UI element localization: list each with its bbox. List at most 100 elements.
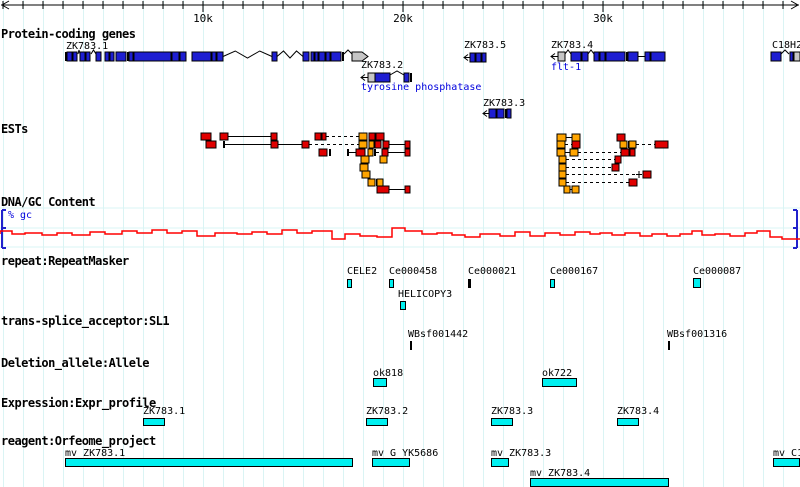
gene-exon[interactable] <box>314 51 319 62</box>
gene-exon[interactable] <box>770 51 782 62</box>
orfeome-label-mv_ZK783.4[interactable]: mv_ZK783.4 <box>530 468 591 479</box>
est-alignment-box[interactable] <box>619 140 628 149</box>
orfeome-label-mv_ZK783.1[interactable]: mv_ZK783.1 <box>65 448 126 459</box>
gene-exon[interactable] <box>179 51 187 62</box>
est-alignment-box[interactable] <box>558 163 567 172</box>
repeat-label-CELE2[interactable]: CELE2 <box>347 266 378 277</box>
expr-label-ZK783.4[interactable]: ZK783.4 <box>617 406 660 417</box>
est-alignment-box[interactable] <box>404 140 411 149</box>
gene-exon[interactable] <box>115 51 127 62</box>
gene-exon[interactable] <box>211 51 217 62</box>
repeat-feature-box[interactable] <box>693 278 701 288</box>
est-alignment-box[interactable] <box>556 148 566 157</box>
est-alignment-box[interactable] <box>558 170 567 179</box>
sl1-feature-box[interactable] <box>668 341 670 350</box>
est-alignment-box[interactable] <box>358 140 368 149</box>
gene-label-C18H2[interactable]: C18H2 <box>772 40 800 51</box>
gene-exon[interactable] <box>128 51 134 62</box>
expr-feature-box[interactable] <box>491 418 513 426</box>
gene-exon[interactable] <box>475 52 482 63</box>
gene-exon[interactable] <box>85 51 91 62</box>
orfeome-feature-box[interactable] <box>372 458 410 467</box>
est-alignment-box[interactable] <box>654 140 669 149</box>
est-alignment-box[interactable] <box>571 140 581 149</box>
est-alignment-box[interactable] <box>628 178 638 187</box>
est-alignment-box[interactable] <box>628 140 637 149</box>
gene-exon-tick[interactable] <box>127 52 129 61</box>
est-alignment-box[interactable] <box>314 132 322 141</box>
est-alignment-box[interactable] <box>375 132 385 141</box>
gene-exon[interactable] <box>403 72 410 83</box>
est-alignment-box[interactable] <box>404 148 411 157</box>
est-alignment-box[interactable] <box>614 155 622 164</box>
est-alignment-box[interactable] <box>563 185 571 194</box>
gene-label-ZK783.1[interactable]: ZK783.1 <box>66 41 109 52</box>
expr-feature-box[interactable] <box>143 418 165 426</box>
est-alignment-box[interactable] <box>219 132 229 141</box>
gene-exon-tick[interactable] <box>410 73 412 82</box>
gene-exon[interactable] <box>72 51 78 62</box>
est-alignment-box[interactable] <box>270 140 279 149</box>
repeat-label-Ce000458[interactable]: Ce000458 <box>389 266 438 277</box>
est-alignment-box[interactable] <box>368 132 376 141</box>
est-alignment-box[interactable] <box>571 133 581 142</box>
est-alignment-box[interactable] <box>374 140 382 149</box>
gene-exon[interactable] <box>133 51 172 62</box>
allele-label-ok722[interactable]: ok722 <box>542 368 573 379</box>
gene-exon[interactable] <box>488 108 497 119</box>
repeat-label-Ce000167[interactable]: Ce000167 <box>550 266 599 277</box>
gene-exon[interactable] <box>793 51 800 62</box>
gene-exon[interactable] <box>506 108 512 119</box>
gene-exon[interactable] <box>109 51 115 62</box>
est-alignment-box[interactable] <box>376 178 384 187</box>
gene-exon[interactable] <box>104 51 110 62</box>
gene-label-ZK783.2[interactable]: ZK783.2 <box>361 60 404 71</box>
est-alignment-box[interactable] <box>642 170 652 179</box>
gene-exon[interactable] <box>593 51 600 62</box>
est-alignment-box[interactable] <box>558 178 567 187</box>
allele-feature-box[interactable] <box>373 378 387 387</box>
est-alignment-box[interactable] <box>556 140 566 149</box>
est-alignment-box[interactable] <box>382 140 390 149</box>
orfeome-feature-box[interactable] <box>65 458 353 467</box>
repeat-feature-box[interactable] <box>400 301 406 310</box>
orfeome-label-mv_C1[interactable]: mv_C1 <box>773 448 800 459</box>
gene-exon[interactable] <box>557 51 566 62</box>
est-alignment-box[interactable] <box>556 133 567 142</box>
gene-exon[interactable] <box>627 51 639 62</box>
expr-label-ZK783.3[interactable]: ZK783.3 <box>491 406 534 417</box>
est-alignment-box[interactable] <box>569 148 579 157</box>
gene-exon[interactable] <box>330 51 342 62</box>
est-alignment-box[interactable] <box>381 148 389 157</box>
gene-exon[interactable] <box>496 108 505 119</box>
gene-exon[interactable] <box>216 51 224 62</box>
gene-utr-arrow[interactable] <box>351 51 369 62</box>
est-alignment-box[interactable] <box>361 170 371 179</box>
repeat-feature-box[interactable] <box>347 279 352 288</box>
est-alignment-box[interactable] <box>318 148 328 157</box>
est-alignment-box[interactable] <box>301 140 310 149</box>
repeat-feature-box[interactable] <box>468 279 471 288</box>
est-alignment-box[interactable] <box>376 185 390 194</box>
est-alignment-box[interactable] <box>205 140 217 149</box>
gene-exon[interactable] <box>171 51 180 62</box>
repeat-label-Ce000087[interactable]: Ce000087 <box>693 266 742 277</box>
expr-label-ZK783.2[interactable]: ZK783.2 <box>366 406 409 417</box>
expr-feature-box[interactable] <box>366 418 388 426</box>
gene-exon[interactable] <box>599 51 606 62</box>
gene-exon[interactable] <box>605 51 626 62</box>
gene-exon[interactable] <box>650 51 666 62</box>
orfeome-feature-box[interactable] <box>530 478 669 487</box>
est-alignment-box[interactable] <box>571 185 580 194</box>
gene-exon[interactable] <box>79 51 86 62</box>
orfeome-feature-box[interactable] <box>773 458 800 467</box>
est-alignment-box[interactable] <box>620 148 630 157</box>
gene-exon[interactable] <box>318 51 326 62</box>
repeat-feature-box[interactable] <box>550 279 555 288</box>
gene-exon[interactable] <box>469 52 476 63</box>
gene-exon[interactable] <box>644 51 651 62</box>
gene-label-ZK783.3[interactable]: ZK783.3 <box>483 98 526 109</box>
est-alignment-box[interactable] <box>355 148 366 157</box>
expr-feature-box[interactable] <box>617 418 639 426</box>
gene-subtitle-ZK783.2[interactable]: tyrosine phosphatase <box>361 82 482 93</box>
